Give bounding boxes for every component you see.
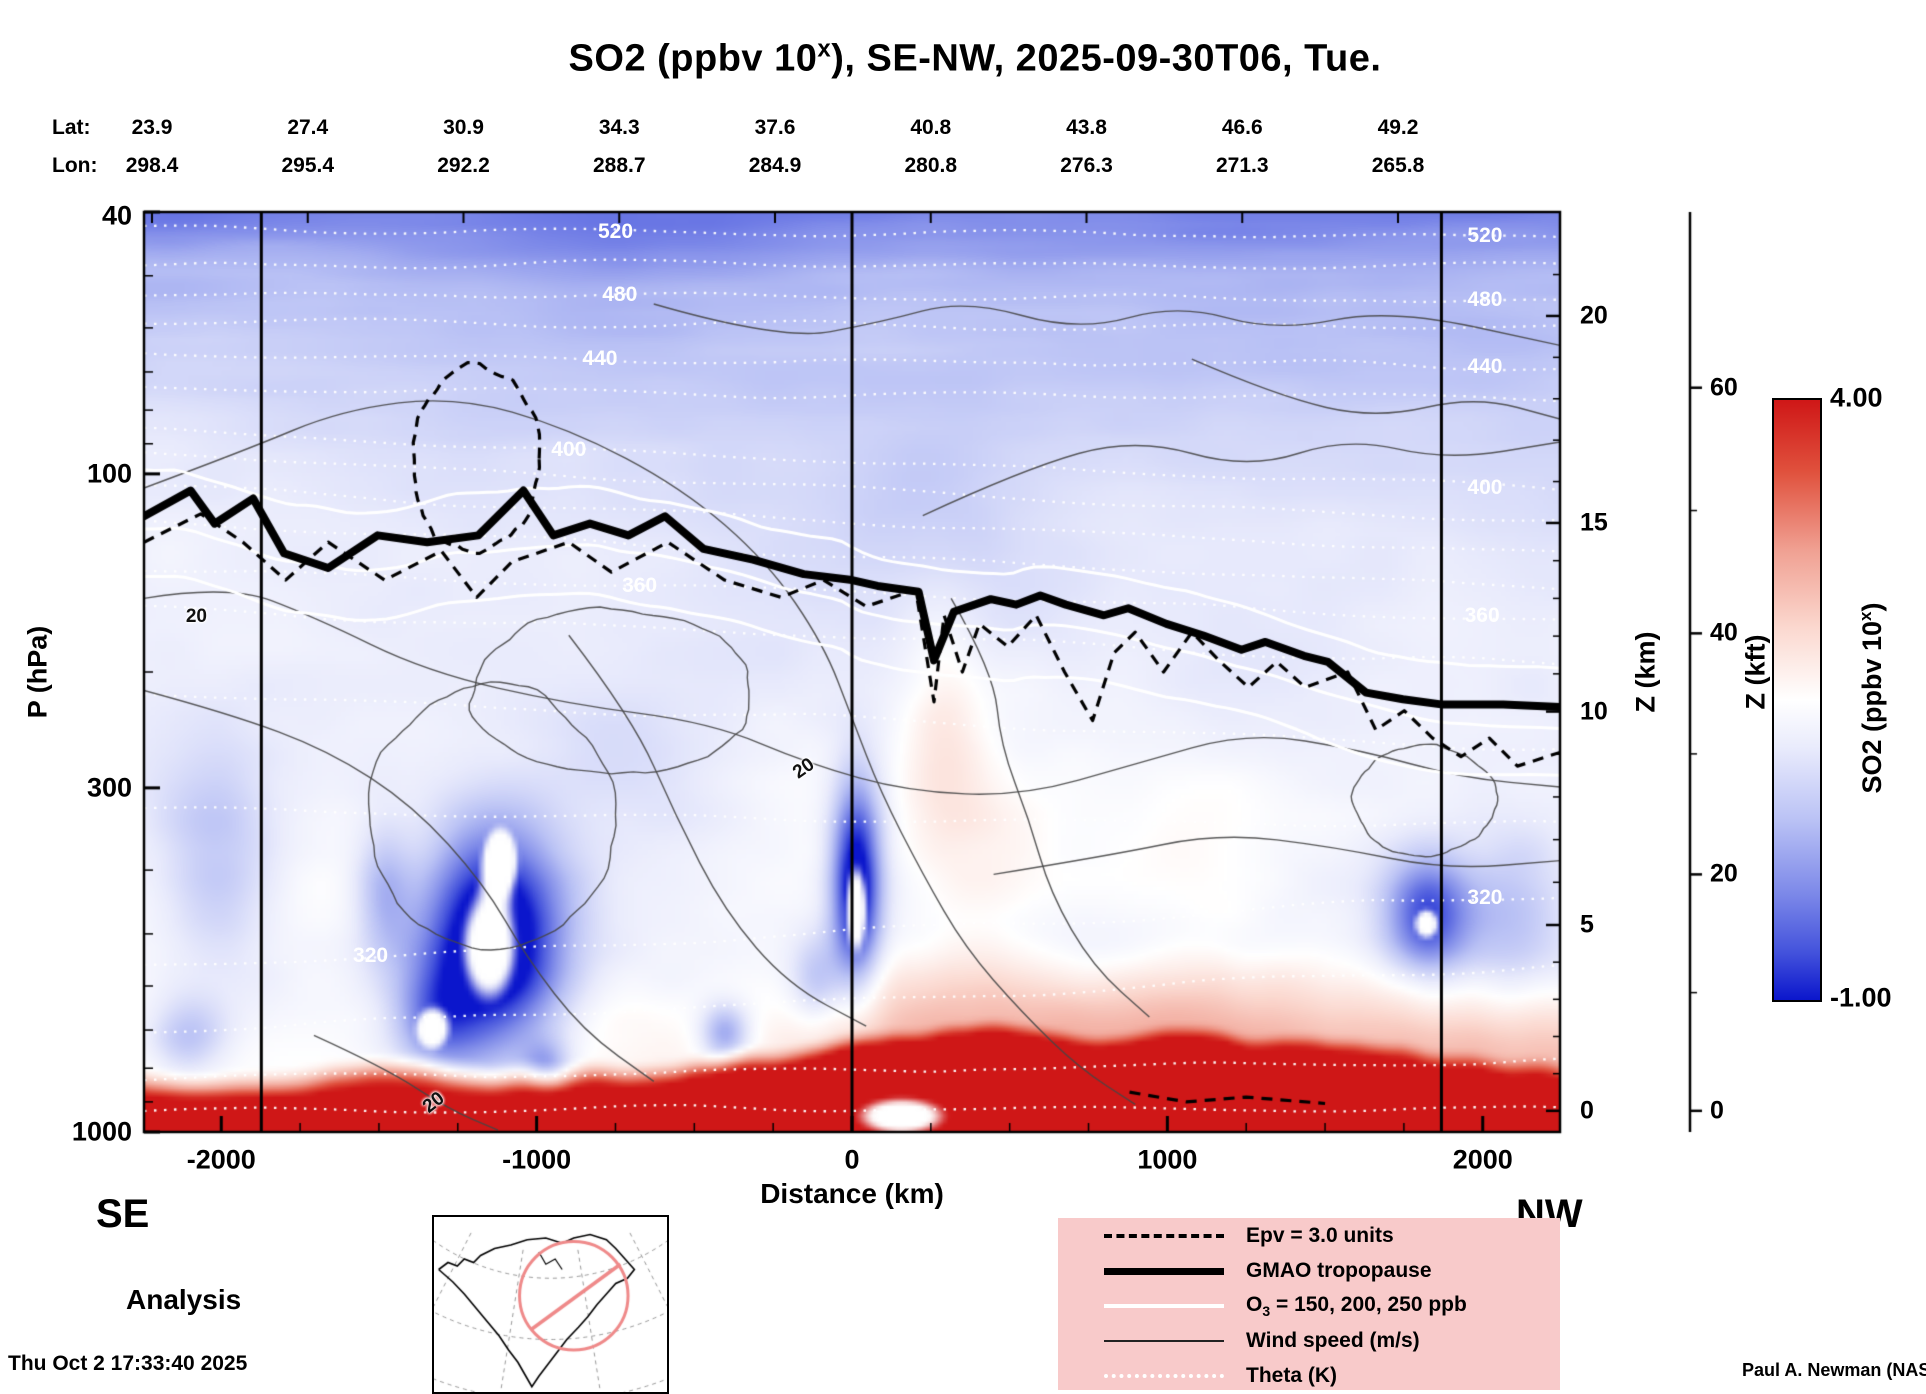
transect-inset-map (432, 1215, 669, 1394)
